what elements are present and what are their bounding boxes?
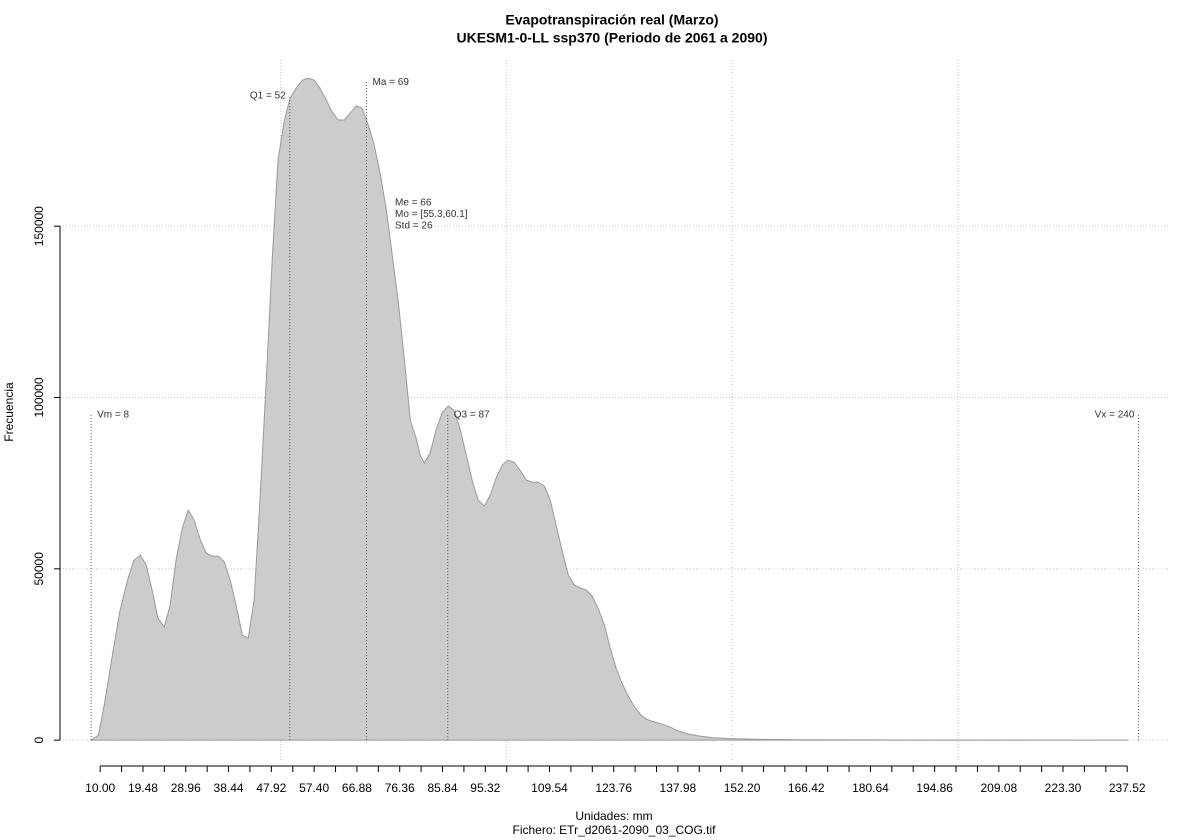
x-tick-label: 19.48 <box>128 781 158 795</box>
x-tick-label: 137.98 <box>660 781 697 795</box>
stat-label: Mo = [55.3,60.1] <box>395 209 468 220</box>
x-axis-label: Unidades: mm <box>575 809 652 823</box>
footnote: Fichero: ETr_d2061-2090_03_COG.tif <box>513 823 717 837</box>
y-tick-label: 0 <box>32 736 46 743</box>
y-tick-label: 100000 <box>32 377 46 417</box>
stat-label: Me = 66 <box>395 198 432 209</box>
x-tick-label: 237.52 <box>1109 781 1146 795</box>
x-tick-label: 209.08 <box>980 781 1017 795</box>
x-tick-label: 38.44 <box>214 781 244 795</box>
x-tick-label: 123.76 <box>595 781 632 795</box>
x-tick-label: 180.64 <box>852 781 889 795</box>
x-tick-label: 166.42 <box>788 781 825 795</box>
density-area <box>89 77 1129 741</box>
marker-label: Q1 = 52 <box>250 91 286 102</box>
marker-label: Q3 = 87 <box>454 409 490 420</box>
chart-title: Evapotranspiración real (Marzo) <box>505 12 718 28</box>
x-tick-label: 76.36 <box>385 781 415 795</box>
stat-label: Std = 26 <box>395 221 433 232</box>
marker-label: Ma = 69 <box>373 77 410 88</box>
x-tick-label: 10.00 <box>85 781 115 795</box>
marker-label: Vm = 8 <box>97 409 129 420</box>
x-tick-label: 28.96 <box>171 781 201 795</box>
y-tick-label: 50000 <box>32 552 46 586</box>
y-tick-label: 150000 <box>32 206 46 246</box>
x-tick-label: 47.92 <box>256 781 286 795</box>
x-tick-label: 109.54 <box>531 781 568 795</box>
x-tick-label: 85.84 <box>428 781 458 795</box>
y-axis-label: Frecuencia <box>2 382 16 442</box>
x-tick-label: 66.88 <box>342 781 372 795</box>
x-tick-label: 223.30 <box>1045 781 1082 795</box>
chart-subtitle: UKESM1-0-LL ssp370 (Periodo de 2061 a 20… <box>457 30 768 46</box>
x-tick-label: 152.20 <box>724 781 761 795</box>
x-tick-label: 95.32 <box>470 781 500 795</box>
x-tick-label: 194.86 <box>916 781 953 795</box>
x-tick-label: 57.40 <box>299 781 329 795</box>
marker-label: Vx = 240 <box>1095 409 1135 420</box>
